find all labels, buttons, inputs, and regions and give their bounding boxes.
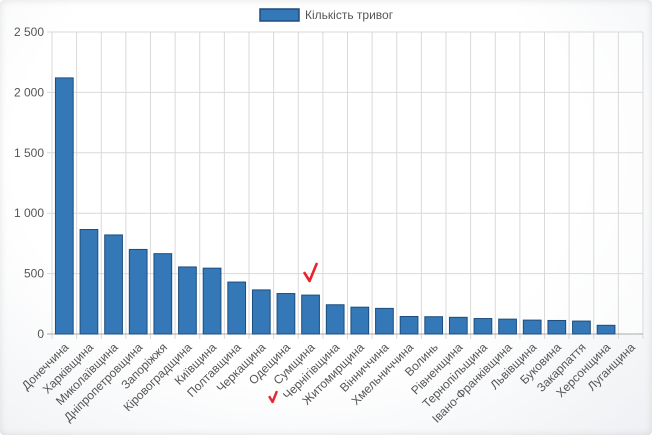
bar	[153, 253, 173, 335]
bar	[547, 319, 567, 335]
bar	[448, 316, 468, 335]
bar	[202, 267, 222, 335]
bar	[79, 229, 99, 335]
y-tick-label: 1 000	[14, 206, 44, 220]
bar	[399, 315, 419, 335]
bar	[375, 307, 394, 335]
bar	[424, 316, 444, 335]
bar	[178, 266, 197, 335]
bar	[572, 320, 591, 335]
y-tick-label: 0	[37, 327, 44, 341]
legend-label: Кількість тривог	[305, 8, 394, 22]
bar	[251, 289, 271, 335]
red-checkmark-annotation	[303, 262, 318, 283]
bar	[104, 234, 123, 335]
bar	[227, 281, 247, 335]
y-tick-label: 2 500	[14, 25, 44, 39]
red-checkmark-annotation	[268, 390, 278, 404]
bar	[54, 77, 74, 335]
bar	[498, 318, 517, 335]
y-tick-label: 1 500	[14, 146, 44, 160]
legend-swatch	[259, 8, 300, 22]
bar	[276, 293, 296, 335]
bar	[128, 248, 148, 335]
bar	[522, 319, 542, 335]
bar	[596, 324, 616, 335]
y-tick-label: 2 000	[14, 85, 44, 99]
bar	[350, 306, 370, 335]
bar	[301, 294, 320, 335]
bar	[473, 318, 493, 335]
y-tick-label: 500	[24, 267, 44, 281]
bar	[325, 304, 345, 335]
